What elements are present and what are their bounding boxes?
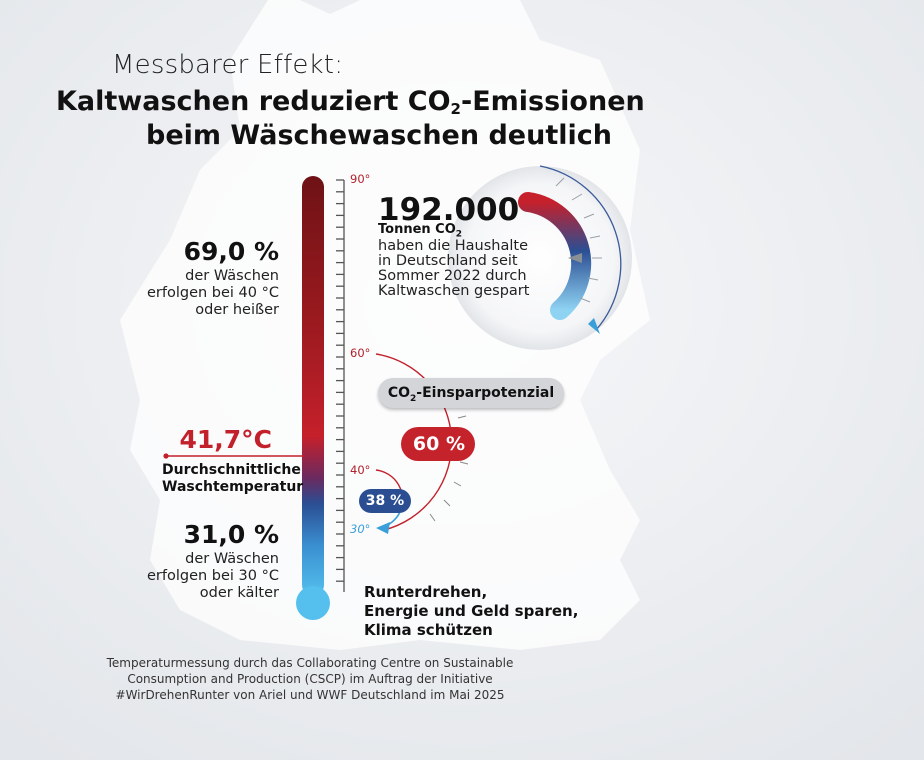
hot-share-line: erfolgen bei 40 °C [146, 285, 279, 301]
savings-number: 192.000 [378, 192, 520, 228]
avg-temp-marker-dot [163, 453, 169, 459]
tick-label-90: 90° [350, 172, 371, 186]
tick-label-30: 30° [350, 522, 371, 536]
savings-unit-sub: 2 [455, 229, 463, 240]
potential-label-pill: CO2-Einsparpotenzial [378, 378, 564, 408]
savings-unit-a: Tonnen CO [378, 222, 456, 237]
thermometer-tube [302, 176, 324, 596]
potential-label-a: CO [387, 385, 411, 401]
savings-dial-pointer [568, 253, 582, 263]
hot-share-line: oder heißer [195, 302, 279, 318]
hot-share-value: 69,0 % [183, 237, 279, 266]
savings-text-line: Sommer 2022 durch [378, 268, 527, 284]
potential-arrow [376, 522, 390, 534]
avg-temp-label: Durchschnittliche Waschtemperatur [162, 462, 303, 496]
avg-temp-label-line: Waschtemperatur [162, 479, 304, 495]
hot-share-text: der Wäschen erfolgen bei 40 °C oder heiß… [147, 268, 279, 319]
cold-share-line: erfolgen bei 30 °C [146, 568, 279, 584]
source-line: #WirDrehenRunter von Ariel und WWF Deuts… [115, 688, 505, 702]
call-to-action: Runterdrehen, Energie und Geld sparen, K… [364, 583, 578, 640]
cold-share-line: der Wäschen [185, 551, 279, 567]
tick-label-40: 40° [350, 463, 371, 477]
savings-text: haben die Haushalte in Deutschland seit … [378, 239, 529, 299]
potential-label-b: -Einsparpotenzial [416, 385, 555, 401]
avg-temp-value: 41,7°C [179, 425, 272, 454]
headline-line-1: Kaltwaschen reduziert CO2-Emissionen [56, 86, 645, 118]
headline-part-b: -Emissionen [460, 86, 645, 117]
source-line: Consumption and Production (CSCP) im Auf… [127, 672, 493, 686]
savings-text-line: in Deutschland seit [378, 253, 518, 269]
hot-share-line: der Wäschen [185, 268, 279, 284]
cta-line: Energie und Geld sparen, [364, 602, 579, 620]
savings-arc-guide [539, 165, 622, 331]
potential-60-badge: 60 % [401, 427, 475, 461]
savings-text-line: haben die Haushalte [378, 238, 529, 254]
cold-share-line: oder kälter [199, 585, 279, 601]
kicker-text: Messbarer Effekt: [112, 50, 344, 80]
savings-text-line: Kaltwaschen gespart [378, 283, 530, 299]
source-note: Temperaturmessung durch das Collaboratin… [40, 655, 580, 703]
headline-subscript: 2 [450, 100, 461, 118]
potential-label-sub: 2 [410, 393, 417, 404]
cta-line: Runterdrehen, [364, 583, 488, 601]
thermometer-bulb [296, 586, 330, 620]
cold-share-value: 31,0 % [183, 520, 279, 549]
tick-label-60: 60° [350, 346, 371, 360]
potential-38-badge: 38 % [359, 489, 411, 513]
cold-share-text: der Wäschen erfolgen bei 30 °C oder kält… [147, 551, 279, 602]
savings-arc-arrow [588, 318, 600, 334]
headline-line-2: beim Wäschewaschen deutlich [146, 120, 612, 151]
avg-temp-label-line: Durchschnittliche [162, 462, 301, 478]
source-line: Temperaturmessung durch das Collaboratin… [106, 656, 514, 670]
headline-part-a: Kaltwaschen reduziert CO [56, 86, 451, 117]
savings-unit: Tonnen CO2 [378, 222, 462, 240]
cta-line: Klima schützen [364, 621, 493, 639]
savings-arc [518, 192, 592, 320]
